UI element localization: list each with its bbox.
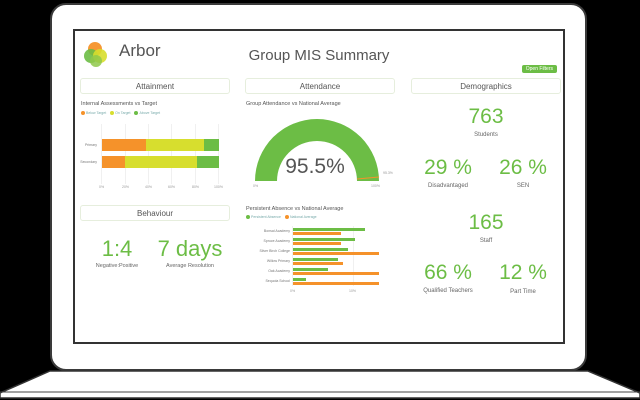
- behaviour-resolution: 7 days: [157, 236, 223, 261]
- page-title: Group MIS Summary: [248, 47, 390, 64]
- legend-national-average: National Average: [284, 215, 317, 220]
- legend-above-target: Above Target: [134, 111, 160, 116]
- part-time-value: 12 %: [499, 261, 547, 284]
- bar-nat[interactable]: [293, 271, 379, 275]
- attendance-value: 95.5%: [285, 155, 345, 178]
- disadvantaged-value: 29 %: [424, 156, 472, 179]
- bar-secondary[interactable]: [102, 156, 219, 168]
- attainment-legend: Below Target On Target Above Target: [81, 111, 160, 116]
- bar-label: Spruce Academy: [263, 239, 290, 243]
- x-tick: 60%: [168, 185, 176, 189]
- legend-persistent-absence: Persistent Absence: [246, 215, 281, 220]
- bar-pa[interactable]: [293, 278, 306, 281]
- attendance-header[interactable]: Attendance: [245, 78, 395, 94]
- bar-nat[interactable]: [293, 281, 379, 285]
- x-tick: 0%: [290, 289, 296, 293]
- bar-pa[interactable]: [293, 268, 328, 271]
- staff-label: Staff: [479, 238, 493, 244]
- attendance-chart-title: Group Attendance vs National Average: [246, 101, 341, 107]
- attainment-chart-title: Internal Assessments vs Target: [81, 101, 158, 107]
- bar-label: Oak Academy: [268, 269, 290, 273]
- arbor-logo-icon: [84, 42, 107, 67]
- students-count: 763: [468, 105, 504, 128]
- legend-below-target: Below Target: [81, 111, 106, 116]
- open-filters-button[interactable]: Open Filters: [521, 65, 557, 73]
- bar-pa[interactable]: [293, 248, 348, 251]
- behaviour-header[interactable]: Behaviour: [80, 205, 230, 221]
- bar-nat[interactable]: [293, 261, 343, 265]
- x-tick: 100%: [214, 185, 223, 189]
- students-label: Students: [474, 132, 498, 138]
- absence-legend: Persistent Absence National Average: [246, 215, 317, 220]
- x-tick: 10%: [349, 289, 357, 293]
- dashboard-screen: Arbor Group MIS Summary Open Filters Att…: [73, 29, 565, 344]
- disadvantaged-label: Disadvantaged: [427, 183, 469, 189]
- bar-pa[interactable]: [293, 258, 338, 261]
- attainment-header[interactable]: Attainment: [80, 78, 230, 94]
- bar-nat[interactable]: [293, 241, 341, 245]
- behaviour-ratio-label: Negative:Positive: [95, 263, 139, 269]
- behaviour-resolution-label: Average Resolution: [166, 263, 214, 269]
- gauge-marker-label: 95.3%: [383, 171, 393, 175]
- bar-pa[interactable]: [293, 238, 355, 241]
- behaviour-ratio: 1:4: [101, 236, 133, 261]
- qualified-teachers-label: Qualified Teachers: [423, 288, 473, 294]
- legend-on-target: On Target: [110, 111, 130, 116]
- x-tick: 0%: [99, 185, 105, 189]
- bar-label: Bonsai Academy: [263, 229, 290, 233]
- bar-label-secondary: Secondary: [80, 160, 97, 164]
- bar-nat[interactable]: [293, 231, 341, 235]
- bar-label: Silver Birch College: [259, 249, 290, 253]
- bar-nat[interactable]: [293, 251, 379, 255]
- staff-count: 165: [468, 211, 504, 234]
- bar-label: Willow Primary: [266, 259, 290, 263]
- bar-pa[interactable]: [293, 228, 365, 231]
- qualified-teachers-value: 66 %: [424, 261, 472, 284]
- x-tick: 80%: [192, 185, 200, 189]
- absence-chart-title: Persistent Absence vs National Average: [246, 206, 344, 212]
- demographics-header[interactable]: Demographics: [411, 78, 561, 94]
- x-tick: 40%: [145, 185, 153, 189]
- sen-label: SEN: [516, 183, 530, 189]
- bar-primary[interactable]: [102, 139, 219, 151]
- part-time-label: Part Time: [510, 289, 536, 295]
- bar-label-primary: Primary: [84, 143, 97, 147]
- laptop-base: [0, 370, 640, 399]
- brand-name: Arbor: [119, 41, 161, 60]
- gauge-min-label: 0%: [253, 184, 259, 188]
- bar-label: Sequoia School: [265, 279, 290, 283]
- x-tick: 20%: [122, 185, 130, 189]
- gauge-max-label: 100%: [371, 184, 380, 188]
- sen-value: 26 %: [499, 156, 547, 179]
- attendance-gauge: [255, 119, 380, 181]
